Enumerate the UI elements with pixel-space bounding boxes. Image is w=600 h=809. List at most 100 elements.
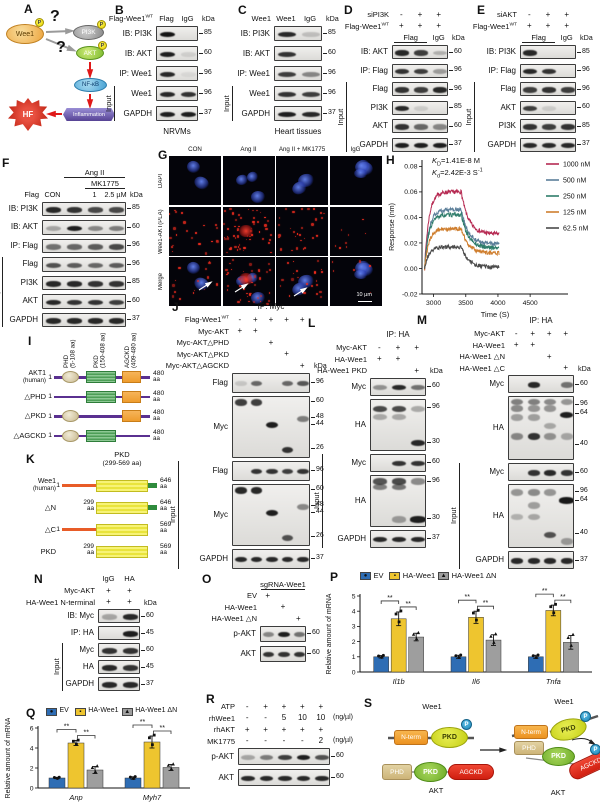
marker-dash bbox=[331, 756, 335, 757]
blot-row-label: IB: PI3K bbox=[240, 28, 270, 38]
condition-mark: + bbox=[284, 314, 289, 324]
micro-column-label: IgG bbox=[350, 146, 361, 153]
pla-dot bbox=[265, 227, 268, 231]
blot-band bbox=[108, 299, 125, 305]
panel-label: P bbox=[330, 570, 339, 584]
pla-dot bbox=[320, 217, 324, 220]
pla-dot bbox=[253, 223, 255, 226]
data-point bbox=[552, 611, 556, 615]
blot-band bbox=[511, 414, 524, 421]
start-residue: 1 bbox=[56, 526, 60, 533]
span-header-label: MK1775 bbox=[91, 179, 119, 188]
micrograph-cell bbox=[169, 156, 221, 205]
pla-dot bbox=[215, 283, 219, 286]
end-residue: 480 aa bbox=[153, 428, 165, 442]
blot-band bbox=[281, 556, 294, 563]
blot-band bbox=[45, 318, 62, 324]
blot-band bbox=[241, 754, 255, 761]
blot-band bbox=[414, 50, 428, 56]
span-header-line bbox=[64, 177, 125, 178]
pla-dot bbox=[292, 210, 295, 214]
y-tick-label: 5 bbox=[352, 593, 356, 600]
domain-agckd bbox=[122, 390, 141, 403]
blot-band bbox=[66, 281, 83, 287]
blot-row-label: AKT bbox=[22, 296, 38, 306]
blot-row-label: GAPDH bbox=[9, 314, 38, 324]
blot-box bbox=[232, 372, 310, 393]
agckd-domain: AGCKD bbox=[448, 764, 494, 780]
significance-label: ** bbox=[542, 588, 548, 595]
bar-HA-Wee1 ΔN bbox=[408, 636, 424, 673]
phospho-icon: P bbox=[35, 18, 44, 27]
blot-box bbox=[42, 238, 126, 253]
condition-label: siPI3K bbox=[367, 10, 389, 19]
marker-dash bbox=[577, 51, 581, 53]
marker-value: 37 bbox=[432, 534, 440, 541]
blot-box bbox=[520, 63, 576, 78]
blot-band bbox=[527, 433, 540, 440]
pla-dot bbox=[313, 271, 317, 274]
input-bracket bbox=[346, 82, 347, 152]
blot-box bbox=[274, 46, 322, 61]
marker-value: 37 bbox=[146, 679, 154, 687]
condition-mark: + bbox=[265, 590, 270, 600]
nucleus-blob bbox=[353, 168, 368, 179]
pla-dot bbox=[250, 233, 254, 237]
x-tick-label: 3000 bbox=[426, 300, 441, 307]
x-axis-title: Time (S) bbox=[481, 310, 510, 319]
pla-dot bbox=[292, 272, 294, 275]
marker-value: 96 bbox=[328, 69, 336, 76]
condition-mark: + bbox=[318, 701, 324, 711]
blot-band bbox=[278, 775, 292, 782]
scale-bar-label: 10 µm bbox=[356, 292, 372, 298]
pla-dot bbox=[303, 292, 306, 295]
marker-dash bbox=[427, 462, 431, 463]
marker-dash bbox=[427, 518, 431, 520]
condition-mark: - bbox=[514, 328, 518, 338]
marker-dash bbox=[449, 88, 453, 90]
blot-band bbox=[432, 87, 447, 93]
blot-row-label: GAPDH bbox=[241, 108, 270, 118]
blot-band bbox=[122, 631, 139, 637]
blot-band bbox=[297, 415, 309, 423]
transition-arrow-head bbox=[499, 747, 508, 753]
pla-dot bbox=[224, 237, 227, 241]
marker-dash bbox=[575, 533, 579, 535]
blot-band bbox=[414, 87, 428, 93]
column-group-label: IgG bbox=[102, 574, 115, 583]
condition-mark: + bbox=[299, 360, 305, 370]
construct-name: △C bbox=[44, 524, 56, 534]
pla-dot bbox=[237, 235, 240, 238]
blot-band bbox=[278, 71, 296, 78]
marker-value: 85 bbox=[454, 103, 462, 110]
pla-dot bbox=[249, 263, 252, 266]
panel-label: B bbox=[115, 3, 124, 17]
blot-band bbox=[527, 405, 540, 412]
span-header-line bbox=[260, 589, 306, 590]
marker-value: 96 bbox=[132, 259, 140, 267]
end-residue: 569 aa bbox=[160, 521, 172, 535]
condition-mark: + bbox=[563, 363, 569, 372]
domain-header: AGCKD (409-480 aa) bbox=[123, 332, 138, 368]
wee1-label: Wee1 bbox=[554, 697, 574, 706]
span-header-label: Ang II bbox=[84, 168, 105, 177]
marker-dash bbox=[311, 511, 315, 513]
data-point bbox=[554, 602, 557, 606]
blot-band bbox=[560, 398, 573, 406]
data-point bbox=[76, 738, 80, 742]
condition-label: siAKT bbox=[496, 10, 517, 19]
condition-label: HA-Wee1 N-terminal bbox=[25, 597, 95, 607]
pla-dot bbox=[352, 268, 355, 271]
blot-band bbox=[373, 413, 388, 421]
chart-P: 0 1 2 3 4 5 Relative amount of mRNA Il1b ** ** Il6… bbox=[326, 588, 592, 686]
pla-dot bbox=[312, 236, 315, 239]
panel-p-mrna-bar-chart: P ● EV ▪ HA-Wee1 ▲ HA-Wee1 ΔN 0 1 2 3 4 5 Relative am… bbox=[322, 564, 600, 696]
blot-band bbox=[527, 502, 540, 509]
condition-mark: + bbox=[436, 21, 441, 30]
pla-dot bbox=[305, 282, 309, 286]
wee1-n-line bbox=[62, 527, 96, 532]
pla-dot bbox=[256, 296, 259, 299]
blot-row-label: IB: PI3K bbox=[122, 28, 152, 38]
marker-dash bbox=[577, 125, 581, 127]
